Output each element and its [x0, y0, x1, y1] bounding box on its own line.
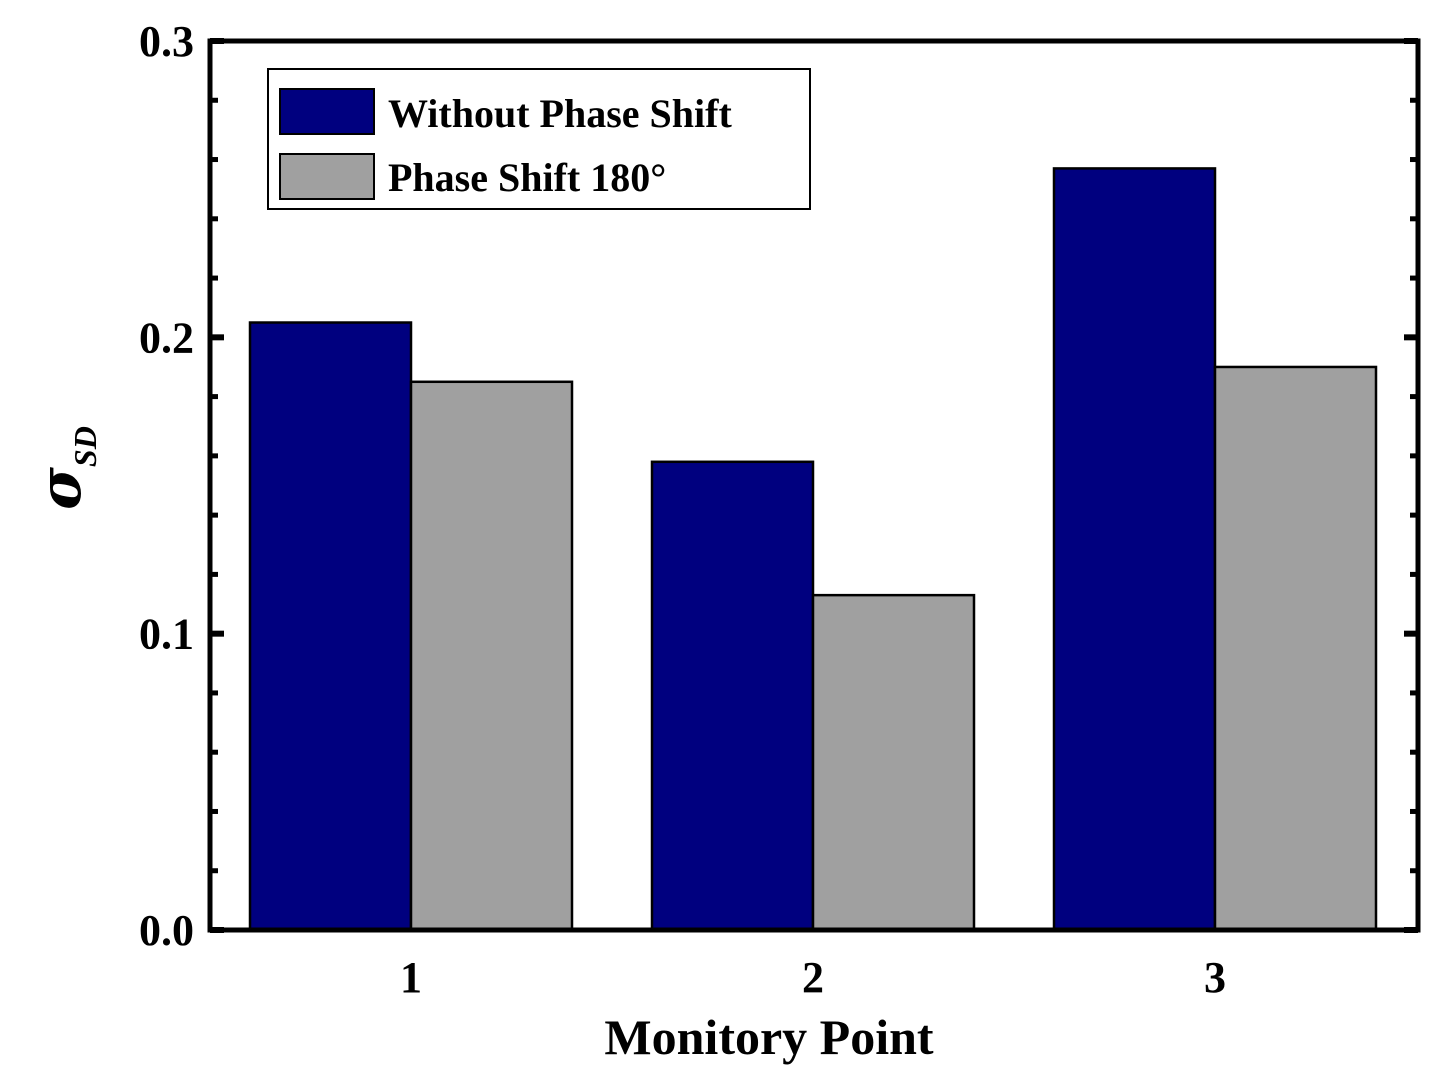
legend: Without Phase Shift Phase Shift 180° [267, 68, 811, 210]
legend-label-without-phase-shift: Without Phase Shift [388, 91, 732, 136]
x-axis-title: Monitory Point [604, 1009, 933, 1065]
svg-text:σSD: σSD [26, 426, 103, 510]
y-axis-title: σSD [26, 426, 103, 510]
x-tick-label-2: 2 [802, 953, 824, 1002]
x-tick-label-3: 3 [1204, 953, 1226, 1002]
legend-swatch-without-phase-shift [279, 88, 375, 135]
bar-phase-shift-180-2 [811, 593, 976, 932]
legend-label-phase-shift-180: Phase Shift 180° [388, 155, 666, 200]
y-tick-label: 0.2 [139, 313, 194, 362]
y-tick-labels: 0.0 0.1 0.2 0.3 [139, 17, 194, 955]
plot-frame [207, 38, 1421, 933]
y-axis-title-symbol: σ [26, 467, 94, 510]
bar-without-phase-shift-2 [650, 460, 815, 932]
y-tick-label: 0.1 [139, 610, 194, 659]
bar-without-phase-shift-1 [248, 321, 413, 932]
bars [248, 167, 1378, 932]
legend-swatch-phase-shift-180 [279, 153, 375, 200]
x-tick-labels: 1 2 3 [400, 953, 1226, 1002]
bar-without-phase-shift-3 [1052, 167, 1217, 932]
y-tick-label: 0.3 [139, 17, 194, 66]
bar-phase-shift-180-1 [409, 380, 574, 932]
x-tick-label-1: 1 [400, 953, 422, 1002]
y-axis-title-subscript: SD [67, 426, 103, 467]
y-tick-label: 0.0 [139, 906, 194, 955]
bar-phase-shift-180-3 [1213, 365, 1378, 932]
